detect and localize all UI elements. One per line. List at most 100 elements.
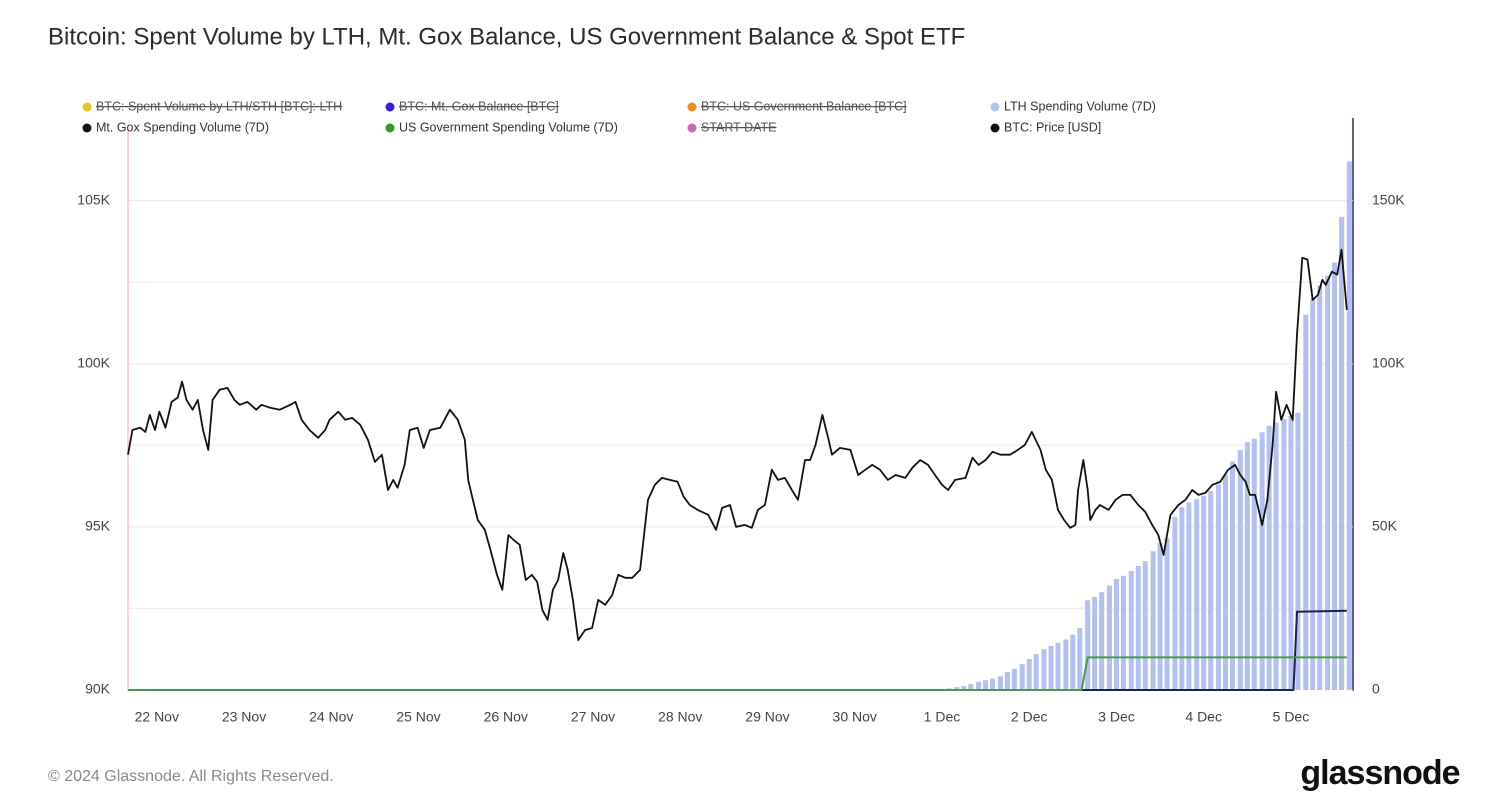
bar — [1266, 425, 1272, 690]
legend-swatch — [385, 123, 395, 133]
bar — [1295, 412, 1301, 690]
legend-swatch — [82, 102, 92, 112]
legend-swatch — [990, 123, 1000, 133]
x-tick-label: 24 Nov — [309, 709, 353, 725]
bar — [1259, 432, 1265, 690]
y2-tick-label: 150K — [1372, 191, 1405, 207]
legend-label: BTC: Spent Volume by LTH/STH [BTC]: LTH — [96, 99, 342, 113]
bar — [1128, 570, 1134, 690]
y2-tick-label: 0 — [1372, 681, 1380, 697]
bar — [1063, 639, 1069, 690]
bar — [1070, 634, 1076, 690]
bar — [1186, 502, 1192, 690]
bar — [1172, 517, 1178, 690]
bar — [1099, 592, 1105, 690]
bar — [1346, 161, 1352, 691]
legend-label: US Government Spending Volume (7D) — [399, 120, 618, 134]
bar — [1150, 551, 1156, 690]
legend-item[interactable]: BTC: Spent Volume by LTH/STH [BTC]: LTH — [82, 99, 343, 113]
bar — [1055, 642, 1061, 690]
bar — [1281, 419, 1287, 690]
bar — [1332, 262, 1338, 690]
line — [128, 609, 1347, 691]
bar — [1092, 597, 1098, 690]
y2-tick-label: 100K — [1372, 354, 1405, 370]
legend: BTC: Spent Volume by LTH/STH [BTC]: LTH B… — [82, 99, 1156, 134]
legend-item[interactable]: START DATE — [687, 120, 777, 134]
bar — [1026, 659, 1032, 690]
x-tick-label: 30 Nov — [833, 709, 877, 725]
x-tick-label: 26 Nov — [484, 709, 528, 725]
bar — [990, 678, 996, 690]
bar — [1019, 663, 1025, 690]
legend-item[interactable]: US Government Spending Volume (7D) — [385, 120, 618, 134]
legend-item[interactable]: Mt. Gox Spending Volume (7D) — [82, 120, 270, 134]
bar — [1179, 507, 1185, 690]
x-tick-label: 5 Dec — [1273, 709, 1310, 725]
bar — [1237, 450, 1243, 690]
bar — [1339, 216, 1345, 690]
y-tick-label: 90K — [85, 681, 111, 697]
plot — [127, 161, 1352, 691]
bar — [1222, 474, 1228, 690]
bar — [997, 676, 1003, 690]
y-tick-label: 105K — [77, 191, 110, 207]
bar — [1273, 422, 1279, 690]
bar — [961, 686, 967, 690]
bar — [1085, 600, 1091, 690]
legend-item[interactable]: LTH Spending Volume (7D) — [990, 99, 1156, 113]
bar — [1244, 442, 1250, 690]
bar — [1033, 654, 1039, 690]
bar — [976, 681, 982, 690]
y2-tick-label: 50K — [1372, 518, 1398, 534]
legend-label: LTH Spending Volume (7D) — [1004, 99, 1156, 113]
bar — [1077, 628, 1083, 690]
bar — [1041, 649, 1047, 690]
legend-swatch — [385, 102, 395, 112]
x-tick-label: 28 Nov — [658, 709, 702, 725]
bar — [1113, 579, 1119, 690]
legend-item[interactable]: BTC: Price [USD] — [990, 120, 1102, 134]
y-tick-label: 95K — [85, 518, 111, 534]
legend-label: BTC: Mt. Gox Balance [BTC] — [399, 99, 559, 113]
bar — [1135, 566, 1141, 690]
bar — [1120, 575, 1126, 690]
bar — [1194, 499, 1200, 690]
bar — [1317, 285, 1323, 690]
bar — [968, 684, 974, 690]
bar — [1004, 672, 1010, 690]
line — [127, 248, 1348, 641]
legend-item[interactable]: BTC: US Government Balance [BTC] — [687, 99, 907, 113]
bar — [954, 687, 960, 690]
bar — [1142, 561, 1148, 690]
bar — [1201, 495, 1207, 690]
bar — [1106, 585, 1112, 690]
y-tick-label: 100K — [77, 354, 110, 370]
legend-item[interactable]: BTC: Mt. Gox Balance [BTC] — [385, 99, 559, 113]
bar — [1216, 484, 1222, 690]
legend-swatch — [687, 123, 697, 133]
x-tick-label: 2 Dec — [1011, 709, 1048, 725]
x-tick-label: 22 Nov — [135, 709, 179, 725]
bar — [1310, 298, 1316, 690]
bar — [1288, 415, 1294, 690]
x-tick-label: 25 Nov — [396, 709, 440, 725]
line — [128, 656, 1347, 691]
x-tick-label: 1 Dec — [924, 709, 961, 725]
x-tick-label: 4 Dec — [1185, 709, 1222, 725]
bar — [1011, 668, 1017, 690]
x-tick-label: 23 Nov — [222, 709, 266, 725]
x-tick-label: 27 Nov — [571, 709, 615, 725]
bar — [983, 680, 989, 690]
legend-label: Mt. Gox Spending Volume (7D) — [96, 120, 269, 134]
bar — [1325, 275, 1331, 690]
legend-label: START DATE — [701, 120, 776, 134]
legend-swatch — [82, 123, 92, 133]
bar — [1229, 461, 1235, 690]
legend-label: BTC: Price [USD] — [1004, 120, 1101, 134]
bar — [1164, 538, 1170, 690]
brand-logo: glassnode — [1300, 754, 1459, 792]
x-tick-label: 29 Nov — [745, 709, 789, 725]
legend-swatch — [687, 102, 697, 112]
